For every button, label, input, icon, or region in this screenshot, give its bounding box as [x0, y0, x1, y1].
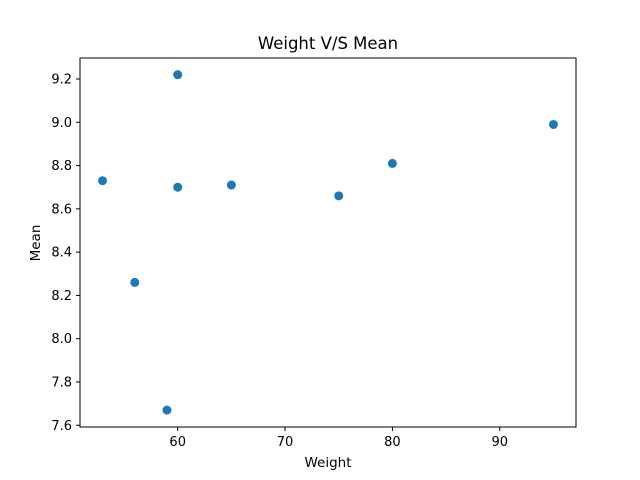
x-axis-label: Weight — [304, 455, 351, 471]
chart-title: Weight V/S Mean — [258, 34, 398, 53]
x-tick-label: 90 — [492, 435, 509, 450]
y-tick-label: 7.6 — [51, 419, 72, 434]
scatter-point — [548, 119, 558, 129]
x-tick-label: 80 — [384, 435, 401, 450]
x-axis: 60 70 80 90 — [169, 427, 508, 450]
scatter-point — [387, 158, 397, 168]
y-tick-label: 8.6 — [51, 202, 72, 217]
y-tick-label: 9.2 — [51, 72, 72, 87]
y-tick-label: 8.8 — [51, 159, 72, 174]
y-tick-label: 7.8 — [51, 375, 72, 390]
y-tick-label: 8.0 — [51, 332, 72, 347]
x-tick-label: 60 — [169, 435, 186, 450]
scatter-point — [98, 176, 108, 186]
scatter-point — [334, 191, 344, 201]
scatter-point — [162, 405, 172, 415]
plot-frame — [79, 57, 577, 428]
x-tick-label: 70 — [277, 435, 294, 450]
scatter-point — [173, 182, 183, 192]
scatter-point — [226, 180, 236, 190]
y-axis-label: Mean — [28, 225, 44, 262]
scatter-point — [173, 70, 183, 80]
y-tick-label: 9.0 — [51, 116, 72, 131]
plot-area — [80, 58, 576, 427]
data-points — [98, 70, 558, 415]
y-tick-label: 8.2 — [51, 289, 72, 304]
y-tick-label: 8.4 — [51, 246, 72, 261]
y-axis: 7.6 7.8 8.0 8.2 8.4 8.6 8.8 9.0 9.2 — [51, 72, 80, 434]
scatter-point — [130, 277, 140, 287]
